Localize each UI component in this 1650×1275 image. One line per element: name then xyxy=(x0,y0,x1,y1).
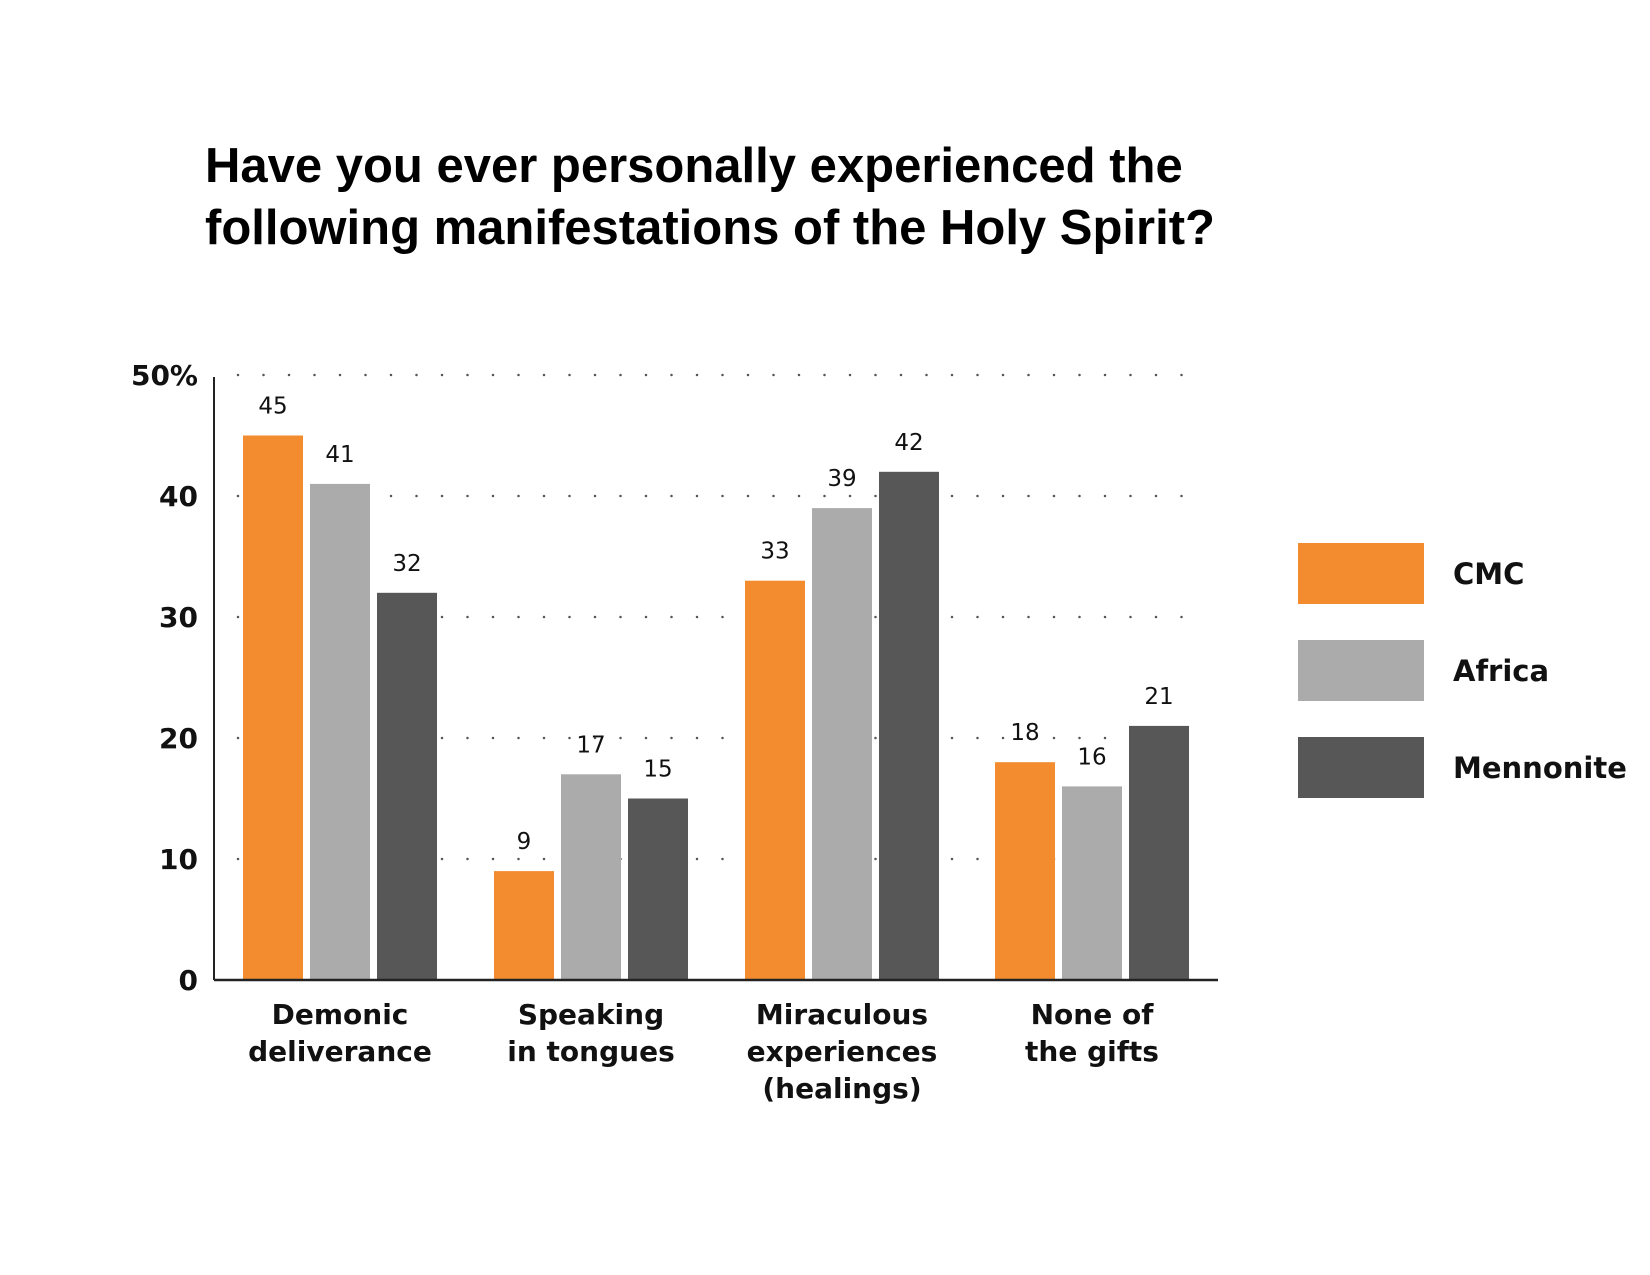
legend-label: Mennonite xyxy=(1453,751,1627,785)
data-label: 45 xyxy=(258,394,287,420)
axes xyxy=(213,377,1218,982)
data-label: 39 xyxy=(827,466,856,492)
bar xyxy=(310,483,370,980)
y-tick-label: 40 xyxy=(159,480,198,513)
chart-title-line-2: following manifestations of the Holy Spi… xyxy=(205,201,1215,255)
bars xyxy=(243,435,1189,980)
data-labels: 45 9 33 18 41 17 39 16 32 15 42 21 xyxy=(258,394,1173,856)
y-tick-label: 0 xyxy=(179,964,198,997)
category-label: Demonic xyxy=(272,998,409,1031)
bar xyxy=(628,798,688,980)
y-tick-label: 50% xyxy=(131,359,198,392)
category-label: None of xyxy=(1031,998,1155,1031)
legend-label: CMC xyxy=(1453,557,1524,591)
category-label: Speaking xyxy=(518,998,664,1031)
legend-swatch xyxy=(1298,543,1424,604)
category-label: experiences xyxy=(747,1035,938,1068)
data-label: 42 xyxy=(894,430,923,456)
category-label: deliverance xyxy=(248,1035,432,1068)
bar xyxy=(243,435,303,980)
data-label: 21 xyxy=(1144,684,1173,710)
y-tick-label: 20 xyxy=(159,722,198,755)
bar xyxy=(377,592,437,980)
bar xyxy=(561,774,621,980)
data-label: 33 xyxy=(760,539,789,565)
legend: CMC Africa Mennonite xyxy=(1298,543,1627,798)
category-label: the gifts xyxy=(1025,1035,1159,1068)
category-label: (healings) xyxy=(762,1072,921,1105)
category-labels: Demonic deliverance Speaking in tongues Mira… xyxy=(248,998,1159,1105)
data-label: 15 xyxy=(643,757,672,783)
bar xyxy=(995,762,1055,980)
legend-swatch xyxy=(1298,737,1424,798)
category-label: Miraculous xyxy=(756,998,928,1031)
data-label: 16 xyxy=(1077,744,1106,770)
bar xyxy=(745,580,805,980)
bar xyxy=(812,508,872,980)
bar xyxy=(494,871,554,980)
data-label: 18 xyxy=(1010,720,1039,746)
data-label: 9 xyxy=(517,829,532,855)
chart-title: Have you ever personally experienced the… xyxy=(205,135,1405,259)
bar xyxy=(1129,725,1189,980)
category-label: in tongues xyxy=(507,1035,674,1068)
data-label: 41 xyxy=(325,442,354,468)
y-tick-labels: 0 10 20 30 40 50% xyxy=(131,359,198,997)
legend-swatch xyxy=(1298,640,1424,701)
chart-title-line-1: Have you ever personally experienced the xyxy=(205,139,1183,193)
y-tick-label: 30 xyxy=(159,601,198,634)
bar xyxy=(1062,786,1122,980)
data-label: 17 xyxy=(576,732,605,758)
bar xyxy=(879,471,939,980)
gridlines xyxy=(236,373,1208,861)
y-tick-label: 10 xyxy=(159,843,198,876)
data-label: 32 xyxy=(392,551,421,577)
legend-label: Africa xyxy=(1453,654,1549,688)
